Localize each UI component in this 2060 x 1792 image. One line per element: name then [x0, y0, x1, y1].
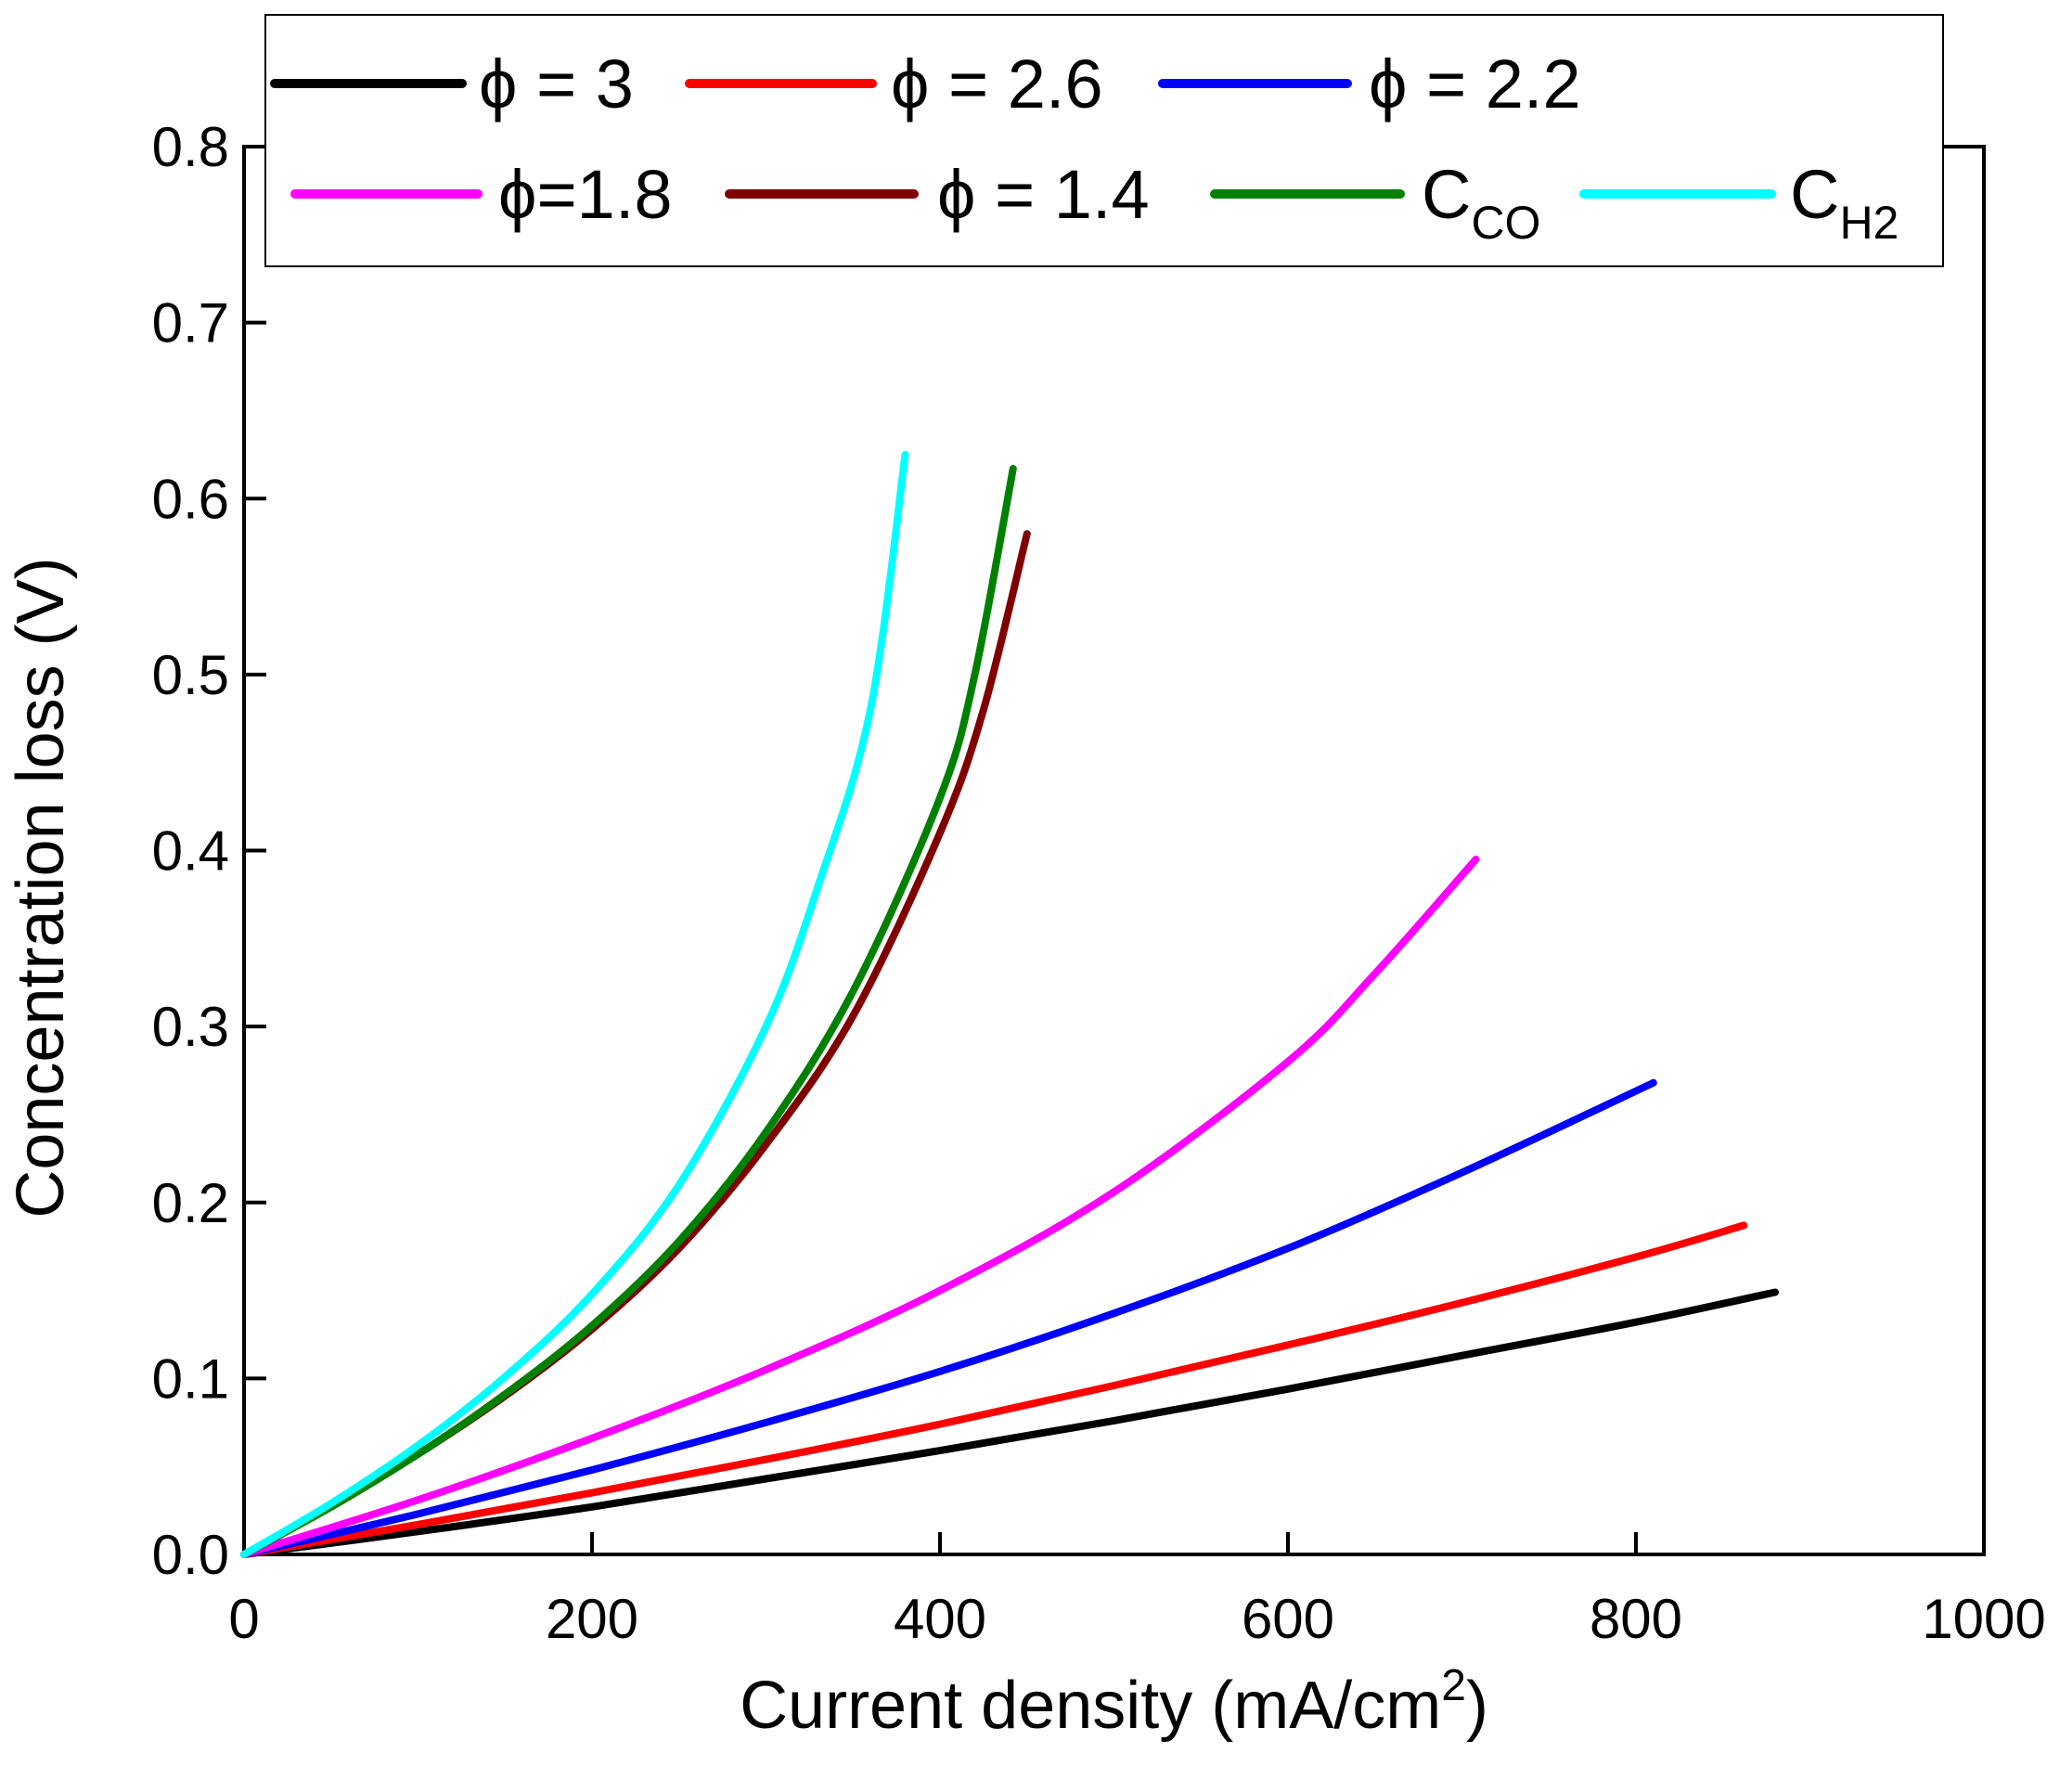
series-line-1 [240, 1288, 1779, 1558]
legend-label-2: ϕ = 2.6 [891, 45, 1103, 122]
legend-label-4: ϕ=1.8 [498, 156, 673, 233]
legend-label-6: CCO [1422, 156, 1540, 249]
y-tick-label: 0.5 [152, 644, 229, 706]
x-tick-label: 200 [546, 1588, 638, 1650]
series-line-5 [240, 530, 1031, 1558]
legend-label-main: C [1790, 156, 1839, 233]
legend-label-sub: H2 [1839, 197, 1899, 249]
series-line-4 [240, 856, 1480, 1558]
y-tick-label: 0.3 [152, 996, 229, 1058]
y-tick-label: 0.8 [152, 116, 229, 178]
x-tick-label: 600 [1242, 1588, 1334, 1650]
x-axis-title-text: Current density (mA/cm [740, 1669, 1441, 1743]
series-line-6 [240, 465, 1017, 1558]
x-tick-label: 0 [228, 1588, 259, 1650]
series-line-2 [240, 1221, 1748, 1558]
x-axis-title-end: ) [1466, 1669, 1488, 1743]
legend-box [264, 14, 1944, 267]
x-axis-title-sup: 2 [1441, 1661, 1466, 1710]
legend-label-main: ϕ = 2.6 [891, 45, 1103, 122]
x-axis-title: Current density (mA/cm2) [740, 1661, 1488, 1743]
plot-area: 0 200 400 600 800 1000 0.00.10.20.30.40.50.60… [152, 116, 2046, 1650]
y-tick-label: 0.0 [152, 1524, 229, 1586]
series-line-7 [240, 450, 909, 1558]
axes-frame [242, 145, 1986, 1556]
y-axis: 0.0 0.1 0.2 0.3 0.4 0.5 0.6 0.7 0.8 [152, 116, 266, 1586]
series-lines [240, 450, 1779, 1558]
legend-label-main: ϕ=1.8 [498, 156, 673, 233]
legend-label-main: C [1422, 156, 1471, 233]
y-tick-label: 0.1 [152, 1347, 229, 1410]
y-tick-label: 0.2 [152, 1172, 229, 1234]
legend-label-main: ϕ = 3 [479, 45, 634, 122]
y-tick-label: 0.6 [152, 468, 229, 530]
legend-label-3: ϕ = 2.2 [1369, 45, 1581, 122]
y-tick-label: 0.4 [152, 820, 229, 883]
x-tick-label: 800 [1590, 1588, 1682, 1650]
x-axis: 0 200 400 600 800 1000 [228, 1532, 2046, 1650]
x-tick-label: 400 [894, 1588, 986, 1650]
legend-label-sub: CO [1471, 197, 1540, 249]
legend-label-5: ϕ = 1.4 [937, 156, 1150, 233]
y-tick-label: 0.7 [152, 292, 229, 355]
legend-label-1: ϕ = 3 [479, 45, 634, 122]
series-line-3 [240, 1078, 1657, 1558]
legend-label-main: ϕ = 2.2 [1369, 45, 1581, 122]
legend-label-main: ϕ = 1.4 [937, 156, 1150, 233]
legend-label-7: CH2 [1790, 156, 1899, 249]
y-axis-title: Concentration loss (V) [4, 557, 78, 1218]
x-tick-label: 1000 [1922, 1588, 2045, 1650]
